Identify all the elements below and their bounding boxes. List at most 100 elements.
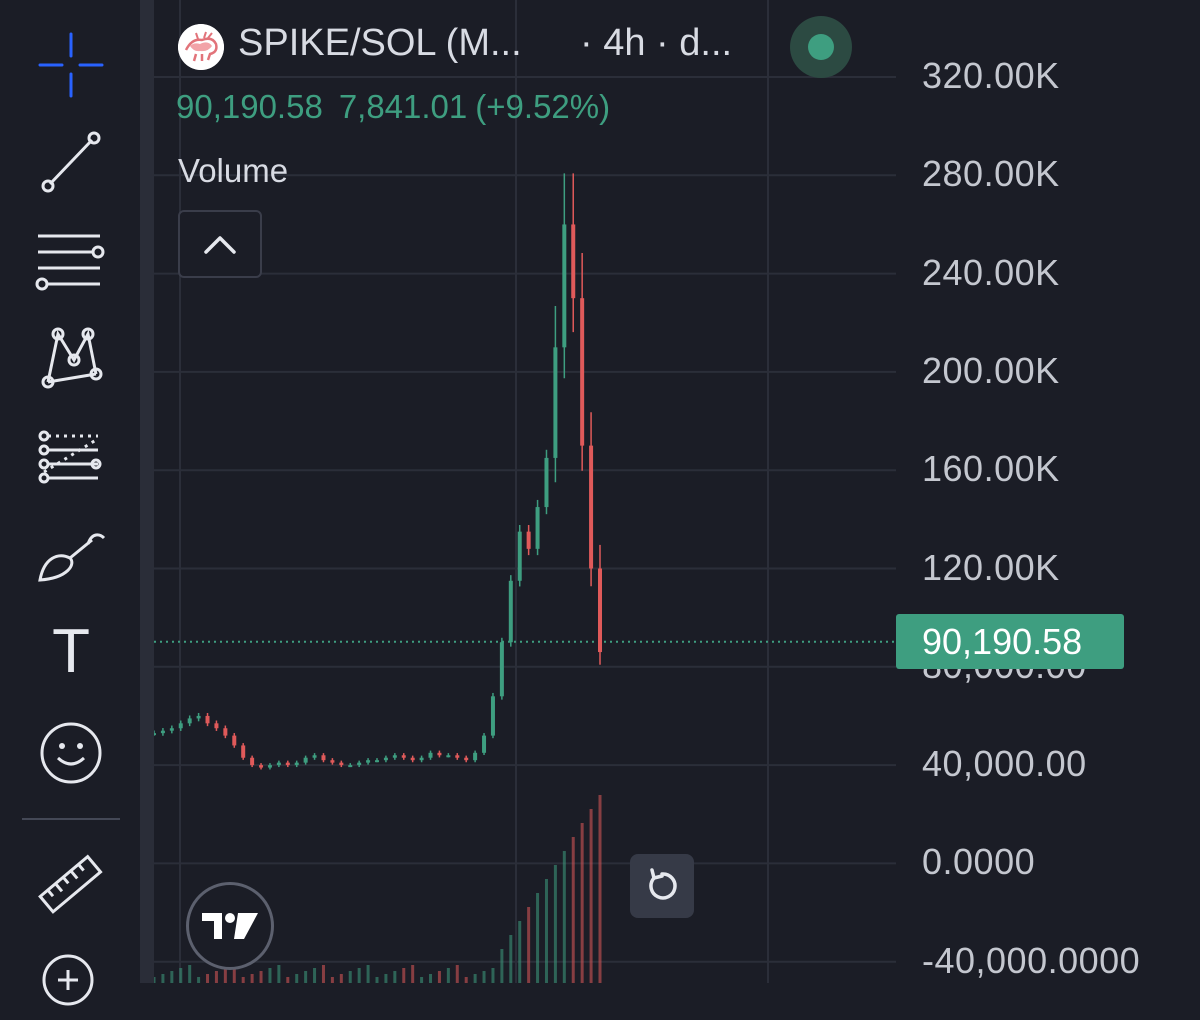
candle-body: [517, 531, 522, 581]
candle-body: [214, 723, 219, 729]
candle-body: [348, 765, 353, 768]
volume-bar: [170, 971, 174, 983]
volume-bar: [375, 977, 379, 983]
volume-bar: [527, 907, 531, 983]
candle-body: [375, 760, 379, 763]
price-tick-label: 0.0000: [922, 841, 1036, 883]
symbol-title[interactable]: SPIKE/SOL (M...: [238, 22, 522, 64]
candle-body: [446, 755, 451, 758]
horizontal-lines-icon[interactable]: [34, 222, 108, 296]
candle-body: [276, 762, 281, 766]
interval-label[interactable]: · 4h · d...: [580, 22, 733, 64]
tradingview-logo[interactable]: [186, 882, 274, 970]
fib-icon[interactable]: [34, 420, 108, 494]
candle-body: [473, 752, 478, 761]
price-tick-label: 120.00K: [922, 546, 1060, 588]
volume-bar: [286, 977, 290, 983]
text-tool-icon[interactable]: T: [52, 616, 90, 686]
candle-body: [535, 507, 540, 549]
symbol-avatar: [178, 24, 224, 70]
volume-bar: [179, 968, 183, 983]
volume-bar: [580, 823, 584, 983]
candle-body: [490, 696, 495, 736]
candle-body: [294, 762, 299, 766]
candle-body: [196, 715, 201, 719]
volume-bar: [464, 977, 468, 983]
volume-bar: [268, 968, 272, 983]
price-tick-label: 280.00K: [922, 153, 1060, 195]
zoom-in-icon[interactable]: [34, 946, 108, 1020]
price-tick-label: 160.00K: [922, 448, 1060, 490]
candle-body: [366, 760, 371, 763]
change-value: 7,841.01: [338, 88, 468, 125]
brush-icon[interactable]: [34, 518, 108, 592]
volume-bar: [330, 977, 334, 983]
candle-body: [312, 755, 317, 758]
volume-bar: [473, 974, 477, 983]
volume-bar: [491, 968, 495, 983]
candle-body: [410, 757, 415, 761]
candle-body: [482, 735, 487, 753]
volume-bar: [562, 851, 566, 983]
crosshair-icon[interactable]: [34, 28, 108, 102]
candle-body: [321, 755, 326, 761]
candle-body: [259, 765, 264, 768]
emoji-icon[interactable]: [34, 716, 108, 790]
chart-pane[interactable]: [154, 0, 896, 983]
candle-body: [178, 723, 183, 729]
candle-body: [589, 445, 594, 569]
pattern-icon[interactable]: [34, 320, 108, 394]
candle-body: [205, 715, 210, 724]
volume-bar: [437, 971, 441, 983]
price-tick-label: 40,000.00: [922, 743, 1087, 785]
candle-body: [508, 580, 513, 643]
candle-body: [598, 568, 602, 653]
drawing-toolbar: T: [0, 0, 140, 1006]
volume-bar: [277, 965, 281, 983]
candle-body: [526, 531, 531, 549]
volume-bar: [339, 974, 343, 983]
change-percent: (+9.52%): [475, 88, 611, 125]
volume-bar: [598, 795, 602, 983]
volume-bar: [197, 977, 201, 983]
volume-bar: [214, 971, 218, 983]
price-scale[interactable]: 320.00K 280.00K 240.00K 200.00K 160.00K 120.0…: [896, 0, 1200, 983]
candle-body: [437, 752, 442, 756]
candle-body: [241, 745, 246, 758]
ruler-icon[interactable]: [34, 848, 108, 922]
volume-bar: [366, 965, 370, 983]
market-status[interactable]: [790, 16, 852, 78]
volume-indicator-label[interactable]: Volume: [178, 152, 289, 189]
volume-bar: [295, 974, 299, 983]
volume-bar: [482, 971, 486, 983]
candle-body: [580, 298, 585, 446]
candle-body: [464, 757, 469, 761]
price-tick-label: 240.00K: [922, 251, 1060, 293]
candle-body: [455, 755, 460, 758]
volume-bar: [509, 935, 513, 983]
toolbar-divider: [22, 818, 120, 820]
market-status-dot-icon: [808, 34, 834, 60]
volume-bar: [455, 965, 459, 983]
volume-bar: [544, 879, 548, 983]
candle-body: [154, 733, 156, 736]
candle-body: [571, 224, 576, 299]
volume-bar: [589, 809, 593, 983]
trend-line-icon[interactable]: [34, 124, 108, 198]
price-chart[interactable]: [154, 0, 896, 983]
volume-bar: [446, 968, 450, 983]
candle-body: [553, 347, 558, 458]
volume-bar: [429, 974, 433, 983]
reset-chart-button[interactable]: [630, 854, 694, 918]
candle-body: [223, 728, 228, 736]
volume-bar: [161, 974, 165, 983]
volume-bar: [206, 974, 210, 983]
collapse-legend-button[interactable]: [178, 210, 262, 278]
volume-bar: [348, 971, 352, 983]
volume-bar: [411, 965, 415, 983]
volume-bar: [250, 974, 254, 983]
candle-body: [562, 224, 567, 348]
candle-body: [267, 765, 272, 768]
volume-bar: [518, 921, 522, 983]
volume-bar: [304, 971, 308, 983]
